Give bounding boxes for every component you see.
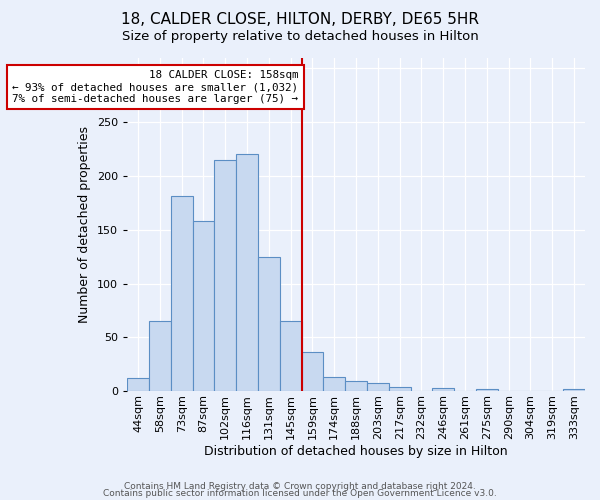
- Text: Contains public sector information licensed under the Open Government Licence v3: Contains public sector information licen…: [103, 489, 497, 498]
- Bar: [171, 196, 193, 391]
- Bar: [149, 321, 171, 391]
- Bar: [280, 321, 302, 391]
- Bar: [389, 387, 410, 391]
- Bar: [563, 389, 585, 391]
- Text: Size of property relative to detached houses in Hilton: Size of property relative to detached ho…: [122, 30, 478, 43]
- Bar: [476, 389, 498, 391]
- Bar: [193, 221, 214, 391]
- Bar: [345, 382, 367, 391]
- X-axis label: Distribution of detached houses by size in Hilton: Distribution of detached houses by size …: [204, 444, 508, 458]
- Y-axis label: Number of detached properties: Number of detached properties: [79, 126, 91, 323]
- Bar: [214, 160, 236, 391]
- Bar: [302, 352, 323, 391]
- Bar: [323, 377, 345, 391]
- Bar: [433, 388, 454, 391]
- Bar: [258, 256, 280, 391]
- Text: 18 CALDER CLOSE: 158sqm
← 93% of detached houses are smaller (1,032)
7% of semi-: 18 CALDER CLOSE: 158sqm ← 93% of detache…: [13, 70, 298, 104]
- Text: 18, CALDER CLOSE, HILTON, DERBY, DE65 5HR: 18, CALDER CLOSE, HILTON, DERBY, DE65 5H…: [121, 12, 479, 28]
- Bar: [236, 154, 258, 391]
- Text: Contains HM Land Registry data © Crown copyright and database right 2024.: Contains HM Land Registry data © Crown c…: [124, 482, 476, 491]
- Bar: [367, 382, 389, 391]
- Bar: [127, 378, 149, 391]
